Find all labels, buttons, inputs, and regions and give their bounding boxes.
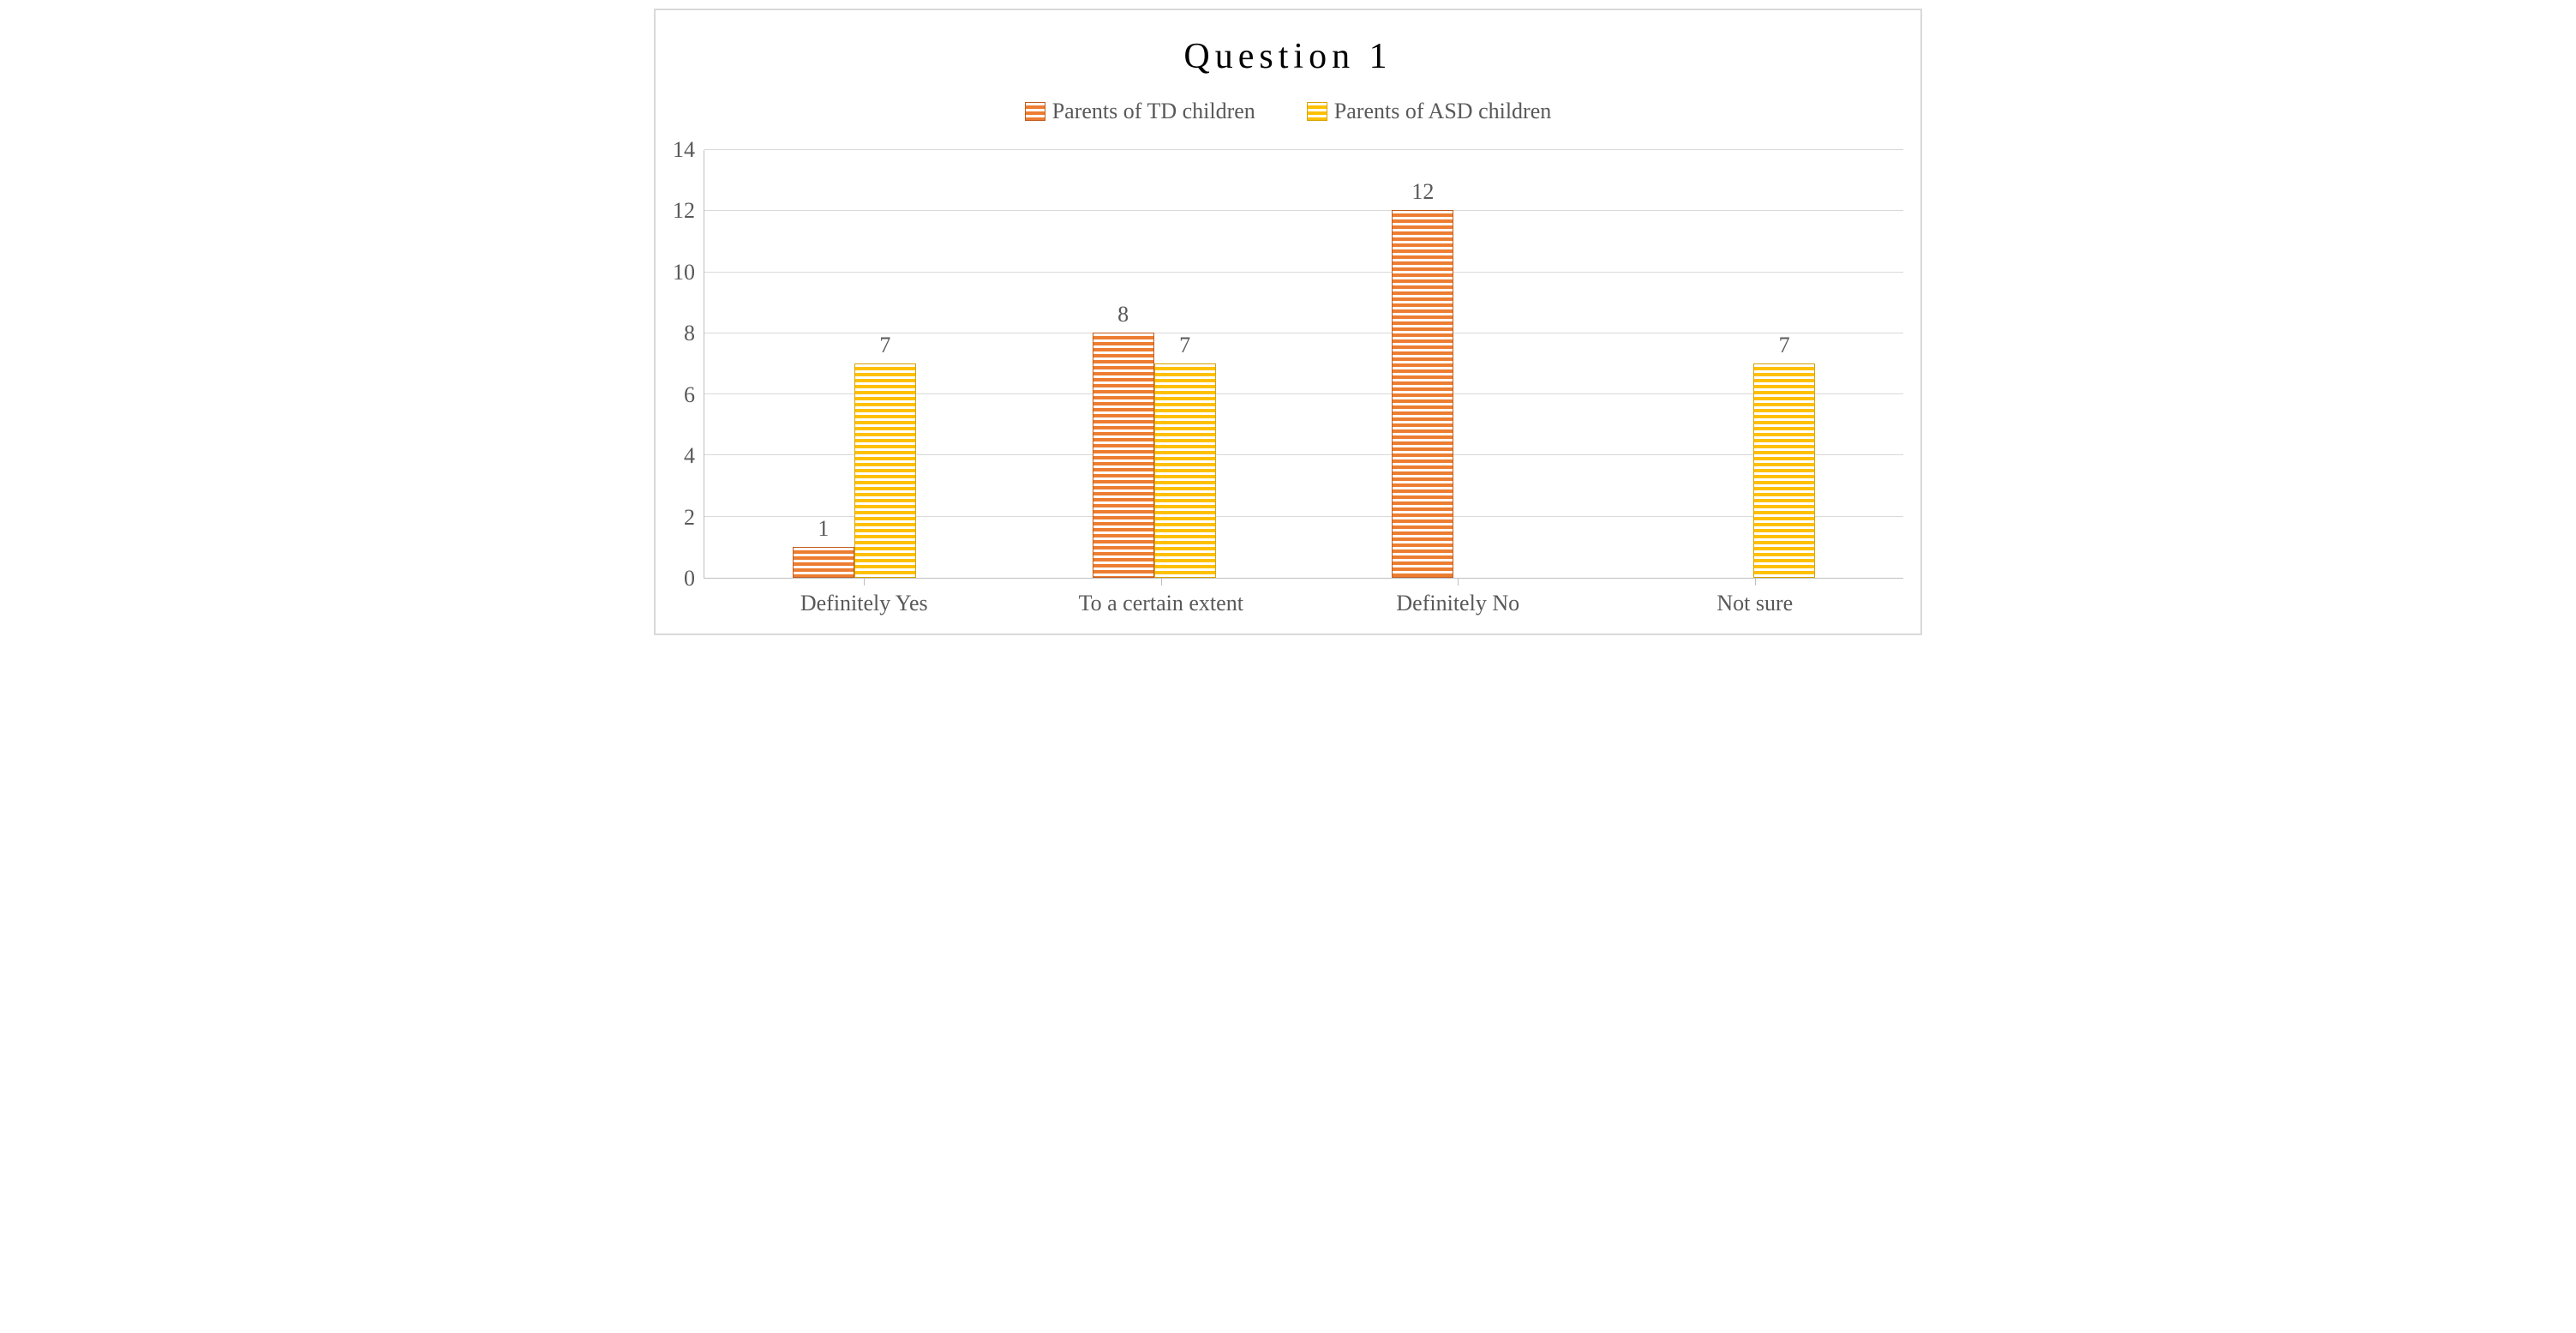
legend-swatch-1 (1307, 102, 1327, 121)
legend-label-0: Parents of TD children (1052, 99, 1255, 124)
data-label: 12 (1411, 179, 1434, 205)
grid-area: 1787127 (704, 150, 1903, 579)
bar-wrap: 1 (793, 516, 854, 578)
data-label: 7 (1779, 333, 1790, 358)
data-label: 8 (1117, 302, 1129, 327)
bar (793, 547, 854, 578)
legend-label-1: Parents of ASD children (1334, 99, 1551, 124)
bar-wrap: 7 (854, 333, 916, 578)
bar (1753, 363, 1815, 578)
plot-area: 14121086420 1787127 (673, 150, 1903, 579)
x-axis: Definitely YesTo a certain extentDefinit… (716, 579, 1903, 616)
bar (854, 363, 916, 578)
bars-layer: 1787127 (704, 150, 1903, 578)
legend-swatch-0 (1025, 102, 1045, 121)
category-group: 12 (1304, 150, 1604, 578)
bar-wrap: 7 (1154, 333, 1216, 578)
category-group: 17 (704, 150, 1004, 578)
legend: Parents of TD children Parents of ASD ch… (673, 99, 1903, 124)
bar (1093, 333, 1154, 578)
legend-item-series-0: Parents of TD children (1025, 99, 1255, 124)
chart-title: Question 1 (673, 36, 1903, 77)
x-tick: Not sure (1607, 579, 1904, 616)
category-group: 7 (1603, 150, 1903, 578)
bar (1154, 363, 1216, 578)
y-axis: 14121086420 (673, 150, 704, 579)
data-label: 7 (1179, 333, 1190, 358)
x-tick: Definitely No (1309, 579, 1607, 616)
x-tick: To a certain extent (1013, 579, 1310, 616)
data-label: 7 (879, 333, 890, 358)
bar (1392, 210, 1453, 578)
data-label: 1 (818, 516, 829, 542)
bar-wrap: 8 (1093, 302, 1154, 578)
bar-wrap: 12 (1392, 179, 1453, 578)
x-tick: Definitely Yes (716, 579, 1013, 616)
chart-container: Question 1 Parents of TD children Parent… (654, 9, 1922, 635)
bar-wrap: 7 (1753, 333, 1815, 578)
legend-item-series-1: Parents of ASD children (1307, 99, 1551, 124)
category-group: 87 (1004, 150, 1304, 578)
